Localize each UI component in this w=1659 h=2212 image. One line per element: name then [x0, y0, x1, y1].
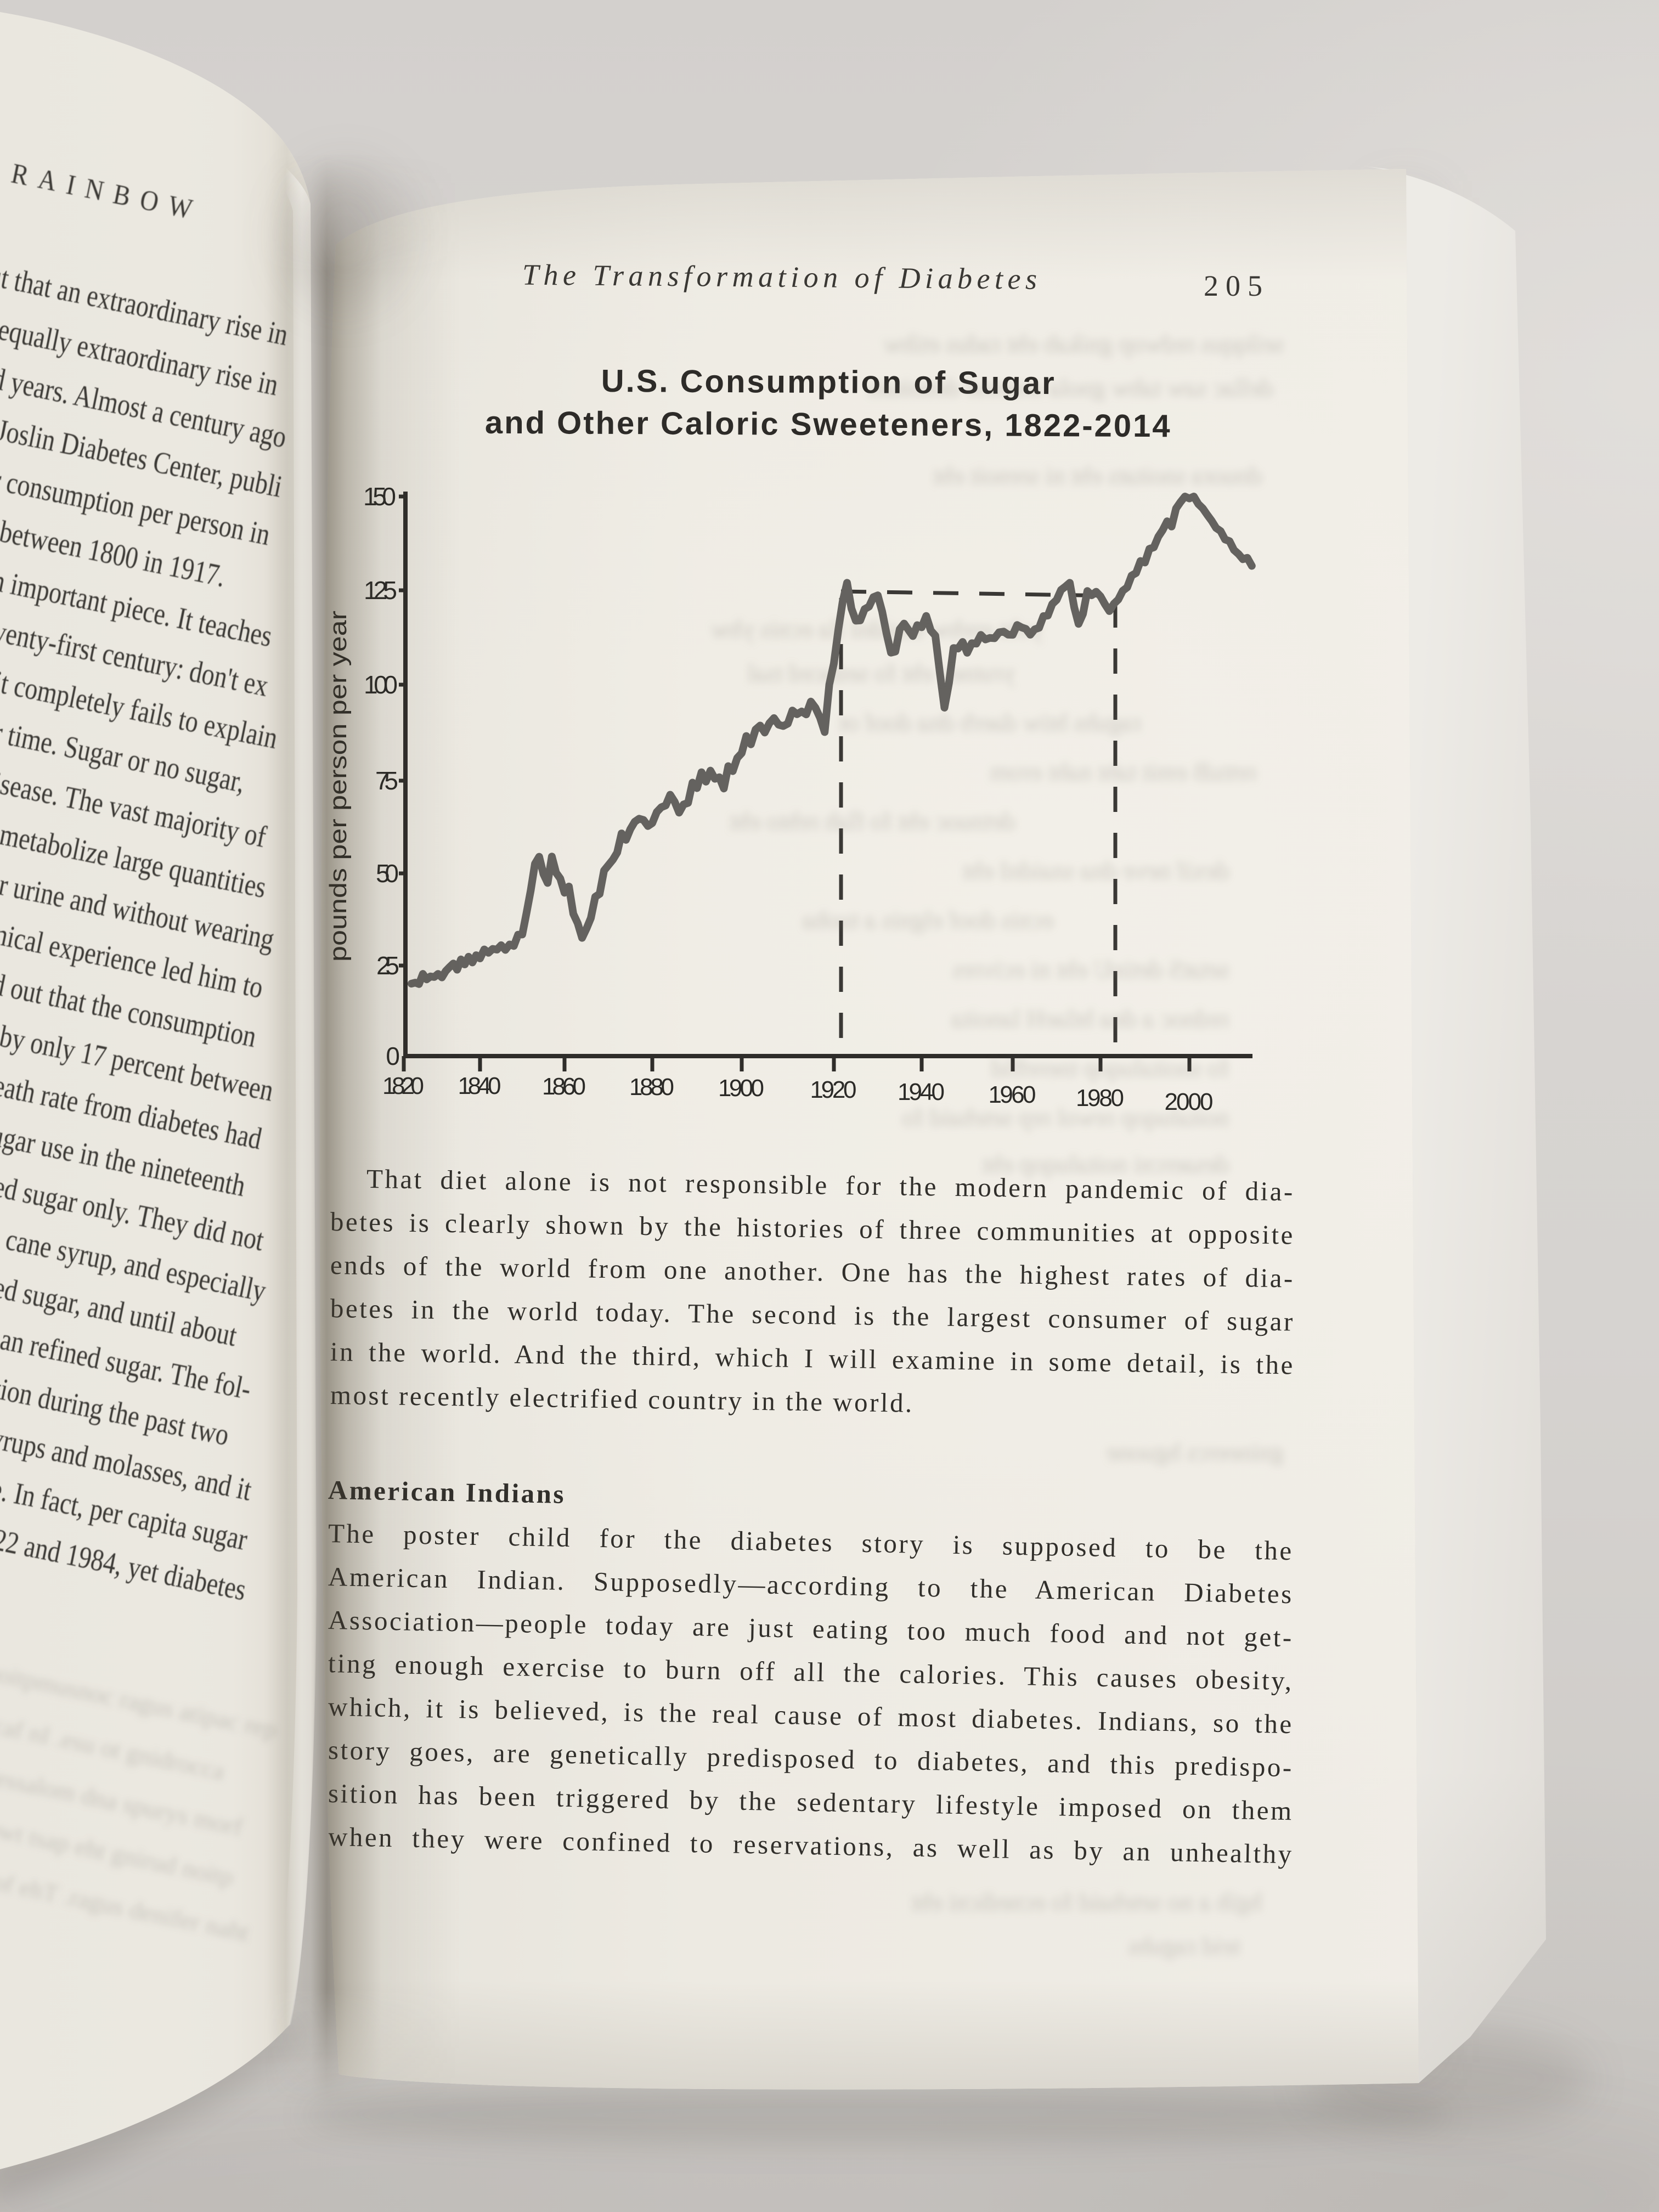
svg-text:150: 150: [363, 482, 396, 511]
svg-text:75: 75: [375, 766, 398, 795]
svg-text:pounds per person per year: pounds per person per year: [325, 611, 352, 962]
svg-text:2000: 2000: [1165, 1088, 1214, 1115]
svg-text:0: 0: [386, 1042, 400, 1070]
svg-text:1980: 1980: [1076, 1085, 1124, 1111]
svg-text:100: 100: [364, 670, 398, 699]
svg-text:125: 125: [364, 576, 397, 605]
svg-text:1960: 1960: [989, 1081, 1036, 1108]
svg-text:1880: 1880: [629, 1074, 674, 1101]
svg-text:1900: 1900: [718, 1075, 764, 1102]
svg-text:50: 50: [376, 859, 399, 888]
svg-text:1820: 1820: [382, 1073, 424, 1099]
svg-text:1860: 1860: [542, 1073, 586, 1100]
svg-text:1920: 1920: [810, 1076, 857, 1103]
svg-text:1840: 1840: [458, 1073, 501, 1099]
svg-text:25: 25: [376, 951, 399, 980]
svg-text:1940: 1940: [898, 1079, 945, 1105]
